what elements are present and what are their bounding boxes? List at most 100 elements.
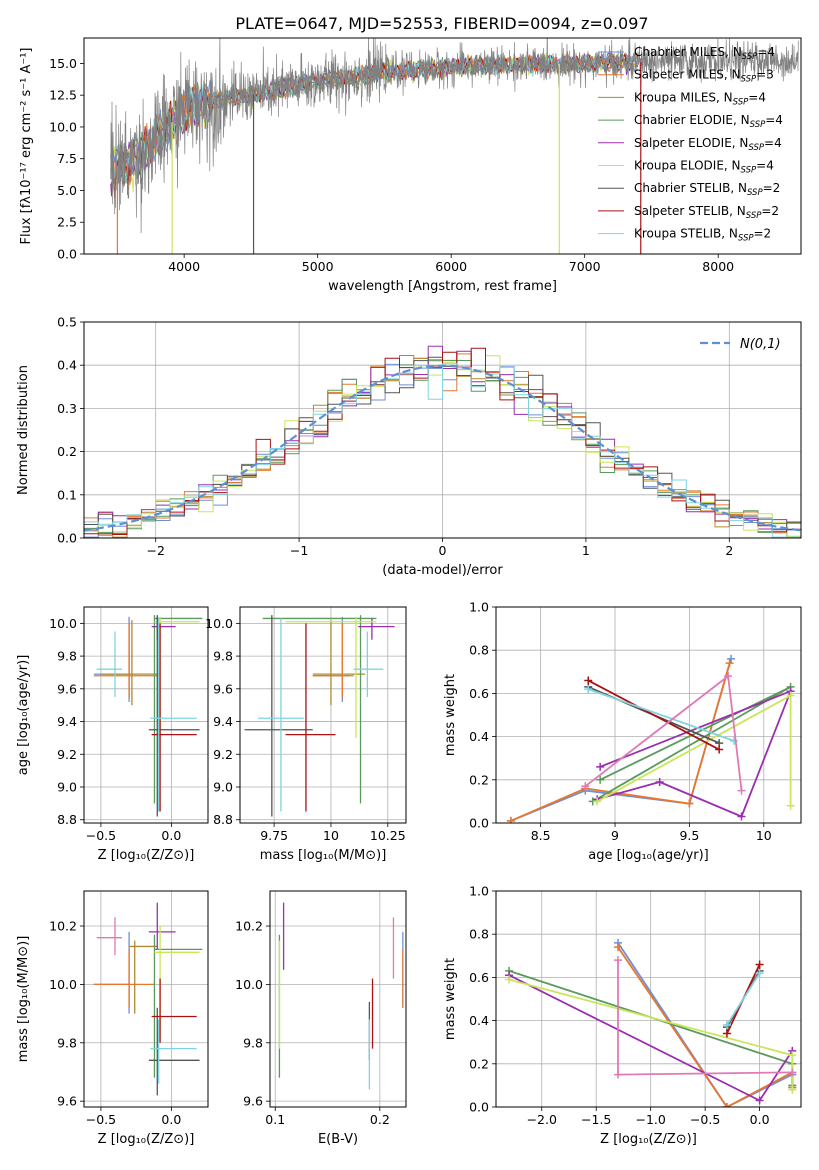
errorbar-kroupa_stelib [150,618,197,812]
x-tick-label: −0.5 [86,1112,116,1127]
legend-subscript: SSP [742,52,758,62]
y-tick-label: 10.0 [205,616,233,631]
weight-marker [737,812,746,821]
weight-marker [755,960,764,969]
x-tick-label: 5000 [302,259,334,274]
legend-text: Chabrier MILES, N [634,45,742,59]
x-axis-label: (data-model)/error [382,563,503,578]
y-tick-label: 0.8 [469,643,489,658]
y-tick-label: 5.0 [57,183,77,198]
y-tick-label: 9.4 [213,714,233,729]
gaussian-curve [84,364,801,532]
x-tick-label: −1.0 [635,1112,665,1127]
errorbar-salpeter_miles [93,949,155,1008]
weight-marker [722,1020,731,1029]
weight-marker [614,943,622,952]
legend-text: Salpeter ELODIE, N [634,136,748,150]
errorbar-salpeter_miles [312,623,354,697]
weight-marker [755,1096,764,1105]
y-tick-label: 0.6 [469,686,489,701]
y-tick-label: 0.2 [469,772,489,787]
errorbar-chabrier_elodie [153,934,203,1078]
y-tick-label: 1.0 [469,884,489,899]
y-tick-label: 9.6 [57,681,77,696]
errorbar-chabrier_stelib [244,615,313,817]
errorbar-salpeter_elodie [148,902,176,950]
grid [270,891,406,1107]
errorbar-kroupa_stelib [150,1019,197,1084]
y-tick-label: 10.0 [49,616,77,631]
weight-marker [584,676,593,685]
legend-subscript: SSP [748,143,764,153]
weight-line-kroupa_stelib [726,972,761,1026]
plot-area [505,938,797,1107]
axes-frame [83,606,209,824]
legend-suffix: =3 [756,68,774,82]
weight-marker [725,659,734,668]
legend-label: Kroupa MILES, NSSP=4 [634,90,766,107]
y-tick-label: 0.4 [469,729,489,744]
y-tick-label: 9.6 [57,1094,77,1109]
plot-area [93,902,203,1096]
y-tick-label: 9.2 [213,747,233,762]
x-tick-label: 4000 [168,259,200,274]
plot-area [110,38,799,254]
y-tick-label: 8.8 [213,812,233,827]
legend-text: Chabrier STELIB, N [634,181,747,195]
panel-mass_vs_ebv: 0.1 0.2 9.6 9.8 10.0 10.2 E(B-V) [235,890,407,1147]
x-tick-label: 2 [725,543,733,558]
legend-suffix: =4 [748,90,766,104]
y-tick-label: 0.2 [57,444,77,459]
x-axis-label: mass [log₁₀(M/M⊙)] [260,848,387,863]
panel-age_vs_Z: −0.5 0.0 8.8 9.0 9.2 9.4 9.6 9.8 10.0 Z [log₁₀(Z/… [16,606,209,863]
weight-marker [655,777,664,786]
errorbar-chabrier_elodie [262,615,377,804]
x-axis-label: age [log₁₀(age/yr)] [588,848,709,863]
plot-area [506,654,795,823]
x-tick-label: 10 [756,828,772,843]
weight-marker [614,956,622,965]
grid [84,891,208,1107]
y-tick-label: 9.8 [243,1035,263,1050]
weight-marker [727,654,736,663]
x-tick-label: 9 [611,828,619,843]
weight-marker [730,736,739,745]
y-tick-label: 9.0 [213,780,233,795]
x-tick-label: −1 [290,543,308,558]
x-axis-label: Z [log₁₀(Z/Z⊙)] [600,1132,697,1147]
axes-frame [495,606,802,824]
weight-marker [788,1085,797,1094]
legend-subscript: SSP [747,188,763,198]
errorbar-salpeter_miles [93,623,158,697]
y-tick-label: 0.0 [57,247,77,262]
y-axis-label: Flux [fλ10⁻¹⁷ erg cm⁻² s⁻¹ A⁻¹] [19,48,34,245]
errorbar-kroupa_elodie [154,616,200,738]
y-axis-label: age [log₁₀(age/yr)] [16,655,31,776]
legend-suffix: =4 [764,136,782,150]
grid [84,607,208,823]
y-tick-label: 0.0 [469,816,489,831]
errorbar-chabrier_miles [93,931,130,1014]
weight-marker [596,775,605,784]
y-tick-label: 12.5 [49,88,77,103]
legend-text: Chabrier ELODIE, N [634,113,750,127]
y-axis-label: mass [log₁₀(M/M⊙)] [16,936,31,1063]
y-tick-label: 0.1 [57,487,77,502]
y-tick-label: 0.8 [469,927,489,942]
legend-text: Kroupa MILES, N [634,90,733,104]
weight-marker [614,1070,622,1079]
panel-age_vs_mass: 9.75 10 10.25 8.8 9.0 9.2 9.4 9.6 9.8 10.0 mass [l… [205,606,407,863]
weight-marker [581,782,590,791]
legend-text: Salpeter MILES, N [634,68,741,82]
errorbar-salpeter_stelib [285,623,336,812]
x-tick-label: 8000 [702,259,734,274]
x-tick-label: 0 [439,543,447,558]
x-tick-label: −2 [146,543,164,558]
weight-marker [737,786,746,795]
errorbar-kroupa_miles [129,940,158,1014]
y-tick-label: 9.6 [213,681,233,696]
y-tick-label: 0.2 [469,1056,489,1071]
y-tick-label: 10.2 [235,919,263,934]
